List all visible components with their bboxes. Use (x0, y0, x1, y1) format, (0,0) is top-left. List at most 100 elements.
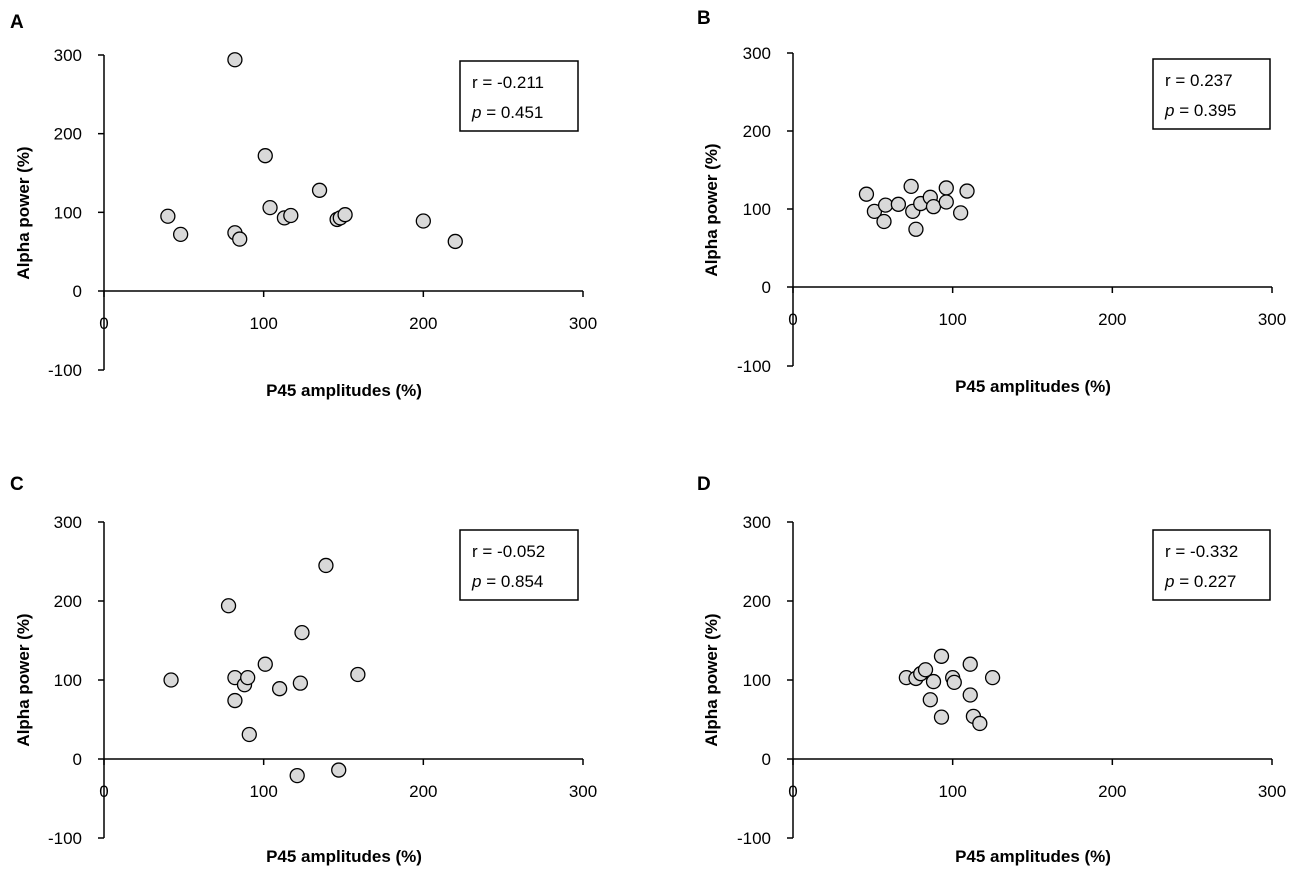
data-point (972, 715, 988, 732)
y-tick-label: 100 (54, 671, 82, 690)
panel-b: B 300 200 100 0 -100 0 100 200 300 P45 amplitudes … (697, 8, 1286, 396)
x-tick-label: 200 (409, 782, 437, 801)
p-value: p = 0.227 (1164, 572, 1236, 591)
data-point (257, 656, 273, 672)
y-tick-label: -100 (48, 361, 82, 380)
x-axis-title: P45 amplitudes (%) (955, 847, 1111, 866)
x-tick-label: 100 (249, 782, 277, 801)
data-point (877, 197, 894, 213)
x-tick-label: 100 (938, 310, 966, 329)
x-tick-label: 0 (99, 782, 108, 801)
data-point (294, 624, 310, 641)
data-point (938, 180, 954, 196)
data-point (350, 666, 366, 683)
stats-box (1152, 58, 1271, 130)
y-tick-label: 200 (743, 592, 771, 611)
x-tick-label: 300 (569, 314, 597, 333)
y-tick-label: -100 (48, 829, 82, 848)
p-number: = 0.451 (481, 103, 543, 122)
data-point (908, 221, 924, 237)
y-tick-label: 100 (54, 203, 82, 222)
y-tick-label: 0 (762, 750, 771, 769)
data-point (241, 726, 257, 743)
data-point (858, 186, 875, 202)
x-tick-label: 200 (1098, 782, 1126, 801)
data-point (289, 767, 305, 784)
p-number: = 0.854 (481, 572, 543, 591)
data-point (163, 672, 179, 688)
data-point (933, 648, 950, 664)
y-axis-title: Alpha power (%) (702, 143, 721, 276)
r-value: r = 0.237 (1165, 71, 1233, 90)
panel-letter: B (697, 8, 711, 29)
p-number: = 0.395 (1174, 101, 1236, 120)
data-point (922, 692, 938, 708)
x-tick-label: 0 (788, 782, 797, 801)
data-point (447, 233, 463, 250)
data-point (903, 178, 919, 195)
stats-box (459, 529, 579, 601)
y-tick-label: 200 (743, 122, 771, 141)
data-point (220, 598, 237, 614)
x-axis-title: P45 amplitudes (%) (266, 381, 422, 400)
x-tick-label: 300 (1258, 310, 1286, 329)
data-point (283, 207, 299, 224)
p-symbol: p (471, 103, 481, 122)
data-point (962, 656, 978, 672)
data-point (257, 148, 273, 164)
data-point (959, 183, 975, 199)
p-symbol: p (471, 572, 481, 591)
data-point (984, 669, 1001, 686)
y-tick-label: 100 (743, 200, 771, 219)
y-tick-label: 200 (54, 592, 82, 611)
y-axis-title: Alpha power (%) (14, 613, 33, 746)
y-tick-label: 0 (73, 750, 82, 769)
data-point (946, 674, 962, 691)
x-tick-label: 300 (569, 782, 597, 801)
data-point (240, 669, 256, 686)
data-point (331, 762, 347, 778)
y-tick-label: 0 (762, 278, 771, 297)
x-tick-label: 300 (1258, 782, 1286, 801)
y-tick-label: -100 (737, 357, 771, 376)
panel-a: A 300 200 100 0 -100 0 100 200 300 P45 amplitudes … (10, 12, 597, 400)
data-point (232, 231, 248, 247)
x-tick-label: 0 (788, 310, 797, 329)
r-value: r = -0.052 (472, 542, 545, 561)
y-axis-title: Alpha power (%) (14, 146, 33, 279)
y-tick-label: 100 (743, 671, 771, 690)
y-tick-label: 300 (743, 513, 771, 532)
data-point (227, 52, 243, 68)
data-point (271, 681, 288, 697)
p-value: p = 0.854 (471, 572, 543, 591)
data-point (953, 205, 969, 221)
x-tick-label: 200 (1098, 310, 1126, 329)
data-point (160, 208, 176, 224)
data-point (311, 182, 328, 198)
x-tick-label: 100 (938, 782, 966, 801)
x-tick-label: 0 (99, 314, 108, 333)
p-number: = 0.227 (1174, 572, 1236, 591)
y-tick-label: 0 (73, 282, 82, 301)
x-axis-title: P45 amplitudes (%) (955, 377, 1111, 396)
x-axis-title: P45 amplitudes (%) (266, 847, 422, 866)
data-point (415, 213, 431, 229)
y-tick-label: -100 (737, 829, 771, 848)
data-point (262, 199, 278, 216)
data-point (227, 692, 243, 709)
x-tick-label: 100 (249, 314, 277, 333)
panel-c: C 300 200 100 0 -100 0 100 200 300 P45 amplitudes … (10, 474, 597, 866)
panel-letter: D (697, 474, 711, 495)
data-point (337, 207, 353, 223)
data-point (933, 709, 950, 725)
p-value: p = 0.451 (471, 103, 543, 122)
panel-letter: A (10, 12, 24, 33)
x-tick-label: 200 (409, 314, 437, 333)
stats-box (459, 60, 579, 132)
data-point (318, 557, 334, 574)
y-tick-label: 200 (54, 125, 82, 144)
y-tick-label: 300 (54, 513, 82, 532)
data-point (876, 213, 892, 230)
p-value: p = 0.395 (1164, 101, 1236, 120)
